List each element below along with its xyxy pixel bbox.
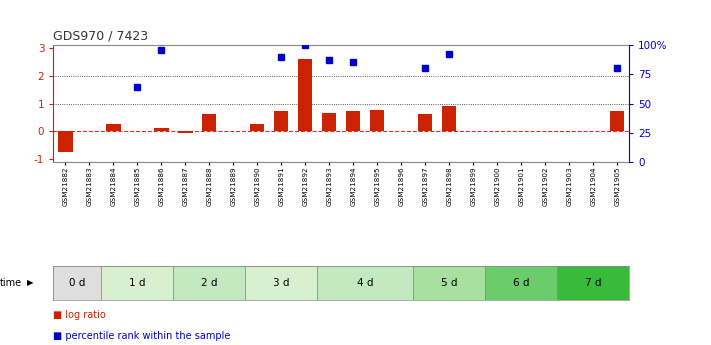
Bar [322,113,336,131]
Bar [413,266,485,300]
Bar [245,266,317,300]
Bar [250,124,264,131]
Text: 5 d: 5 d [441,278,457,288]
Bar [274,111,289,131]
Text: ▶: ▶ [27,278,33,287]
Bar [442,106,456,131]
Text: ■ percentile rank within the sample: ■ percentile rank within the sample [53,331,230,341]
Bar [485,266,557,300]
Bar [202,114,216,131]
Bar [173,266,245,300]
Text: 1 d: 1 d [129,278,146,288]
Bar [58,131,73,152]
Bar [370,110,385,131]
Text: 3 d: 3 d [273,278,289,288]
Bar [298,59,312,131]
Bar [317,266,413,300]
Text: ■ log ratio: ■ log ratio [53,310,106,320]
Bar [557,266,629,300]
Bar [101,266,173,300]
Bar [53,266,101,300]
Text: 0 d: 0 d [69,278,85,288]
Bar [610,111,624,131]
Bar [106,124,120,131]
Text: time: time [0,278,22,288]
Text: 4 d: 4 d [357,278,373,288]
Bar [346,111,360,131]
Text: 7 d: 7 d [585,278,602,288]
Text: 2 d: 2 d [201,278,218,288]
Bar [154,128,169,131]
Bar [178,131,193,133]
Text: GDS970 / 7423: GDS970 / 7423 [53,29,149,42]
Bar [418,114,432,131]
Text: 6 d: 6 d [513,278,530,288]
